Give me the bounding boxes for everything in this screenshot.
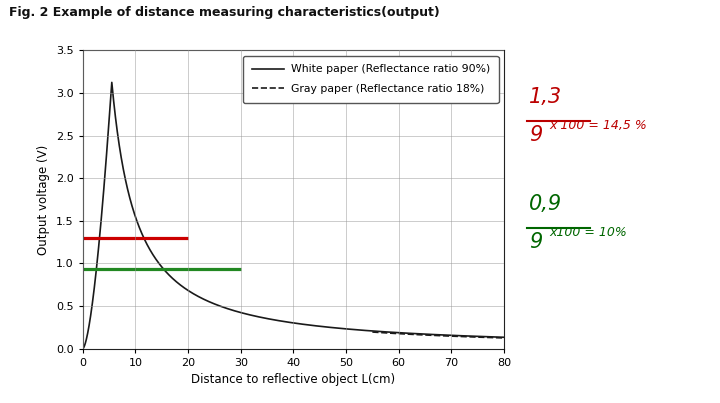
- Gray paper (Reflectance ratio 18%): [446, 334, 455, 339]
- Text: x 100 = 14,5 %: x 100 = 14,5 %: [549, 119, 647, 132]
- White paper (Reflectance ratio 90%): [107, 80, 116, 85]
- X-axis label: Distance to reflective object L(cm): Distance to reflective object L(cm): [192, 373, 395, 386]
- Gray paper (Reflectance ratio 18%): [500, 336, 508, 341]
- White paper (Reflectance ratio 90%): [240, 311, 249, 316]
- Line: Gray paper (Reflectance ratio 18%): Gray paper (Reflectance ratio 18%): [372, 332, 504, 338]
- White paper (Reflectance ratio 90%): [258, 315, 267, 320]
- Y-axis label: Output voltage (V): Output voltage (V): [37, 144, 50, 255]
- Line: White paper (Reflectance ratio 90%): White paper (Reflectance ratio 90%): [84, 82, 504, 348]
- Gray paper (Reflectance ratio 18%): [431, 333, 439, 338]
- White paper (Reflectance ratio 90%): [500, 335, 508, 340]
- Text: x100 = 10%: x100 = 10%: [549, 226, 627, 239]
- Gray paper (Reflectance ratio 18%): [439, 333, 448, 338]
- Gray paper (Reflectance ratio 18%): [368, 330, 377, 334]
- White paper (Reflectance ratio 90%): [446, 333, 455, 338]
- Text: 0,9: 0,9: [529, 193, 562, 214]
- Text: Fig. 2 Example of distance measuring characteristics(output): Fig. 2 Example of distance measuring cha…: [9, 6, 439, 19]
- White paper (Reflectance ratio 90%): [127, 202, 136, 206]
- Gray paper (Reflectance ratio 18%): [497, 335, 505, 340]
- White paper (Reflectance ratio 90%): [79, 346, 88, 351]
- Legend: White paper (Reflectance ratio 90%), Gray paper (Reflectance ratio 18%): White paper (Reflectance ratio 90%), Gra…: [243, 56, 498, 103]
- Gray paper (Reflectance ratio 18%): [431, 333, 440, 338]
- Gray paper (Reflectance ratio 18%): [476, 335, 485, 340]
- White paper (Reflectance ratio 90%): [152, 258, 161, 262]
- Text: 1,3: 1,3: [529, 87, 562, 107]
- White paper (Reflectance ratio 90%): [492, 334, 500, 339]
- Text: 9: 9: [529, 125, 542, 145]
- Text: 9: 9: [529, 232, 542, 252]
